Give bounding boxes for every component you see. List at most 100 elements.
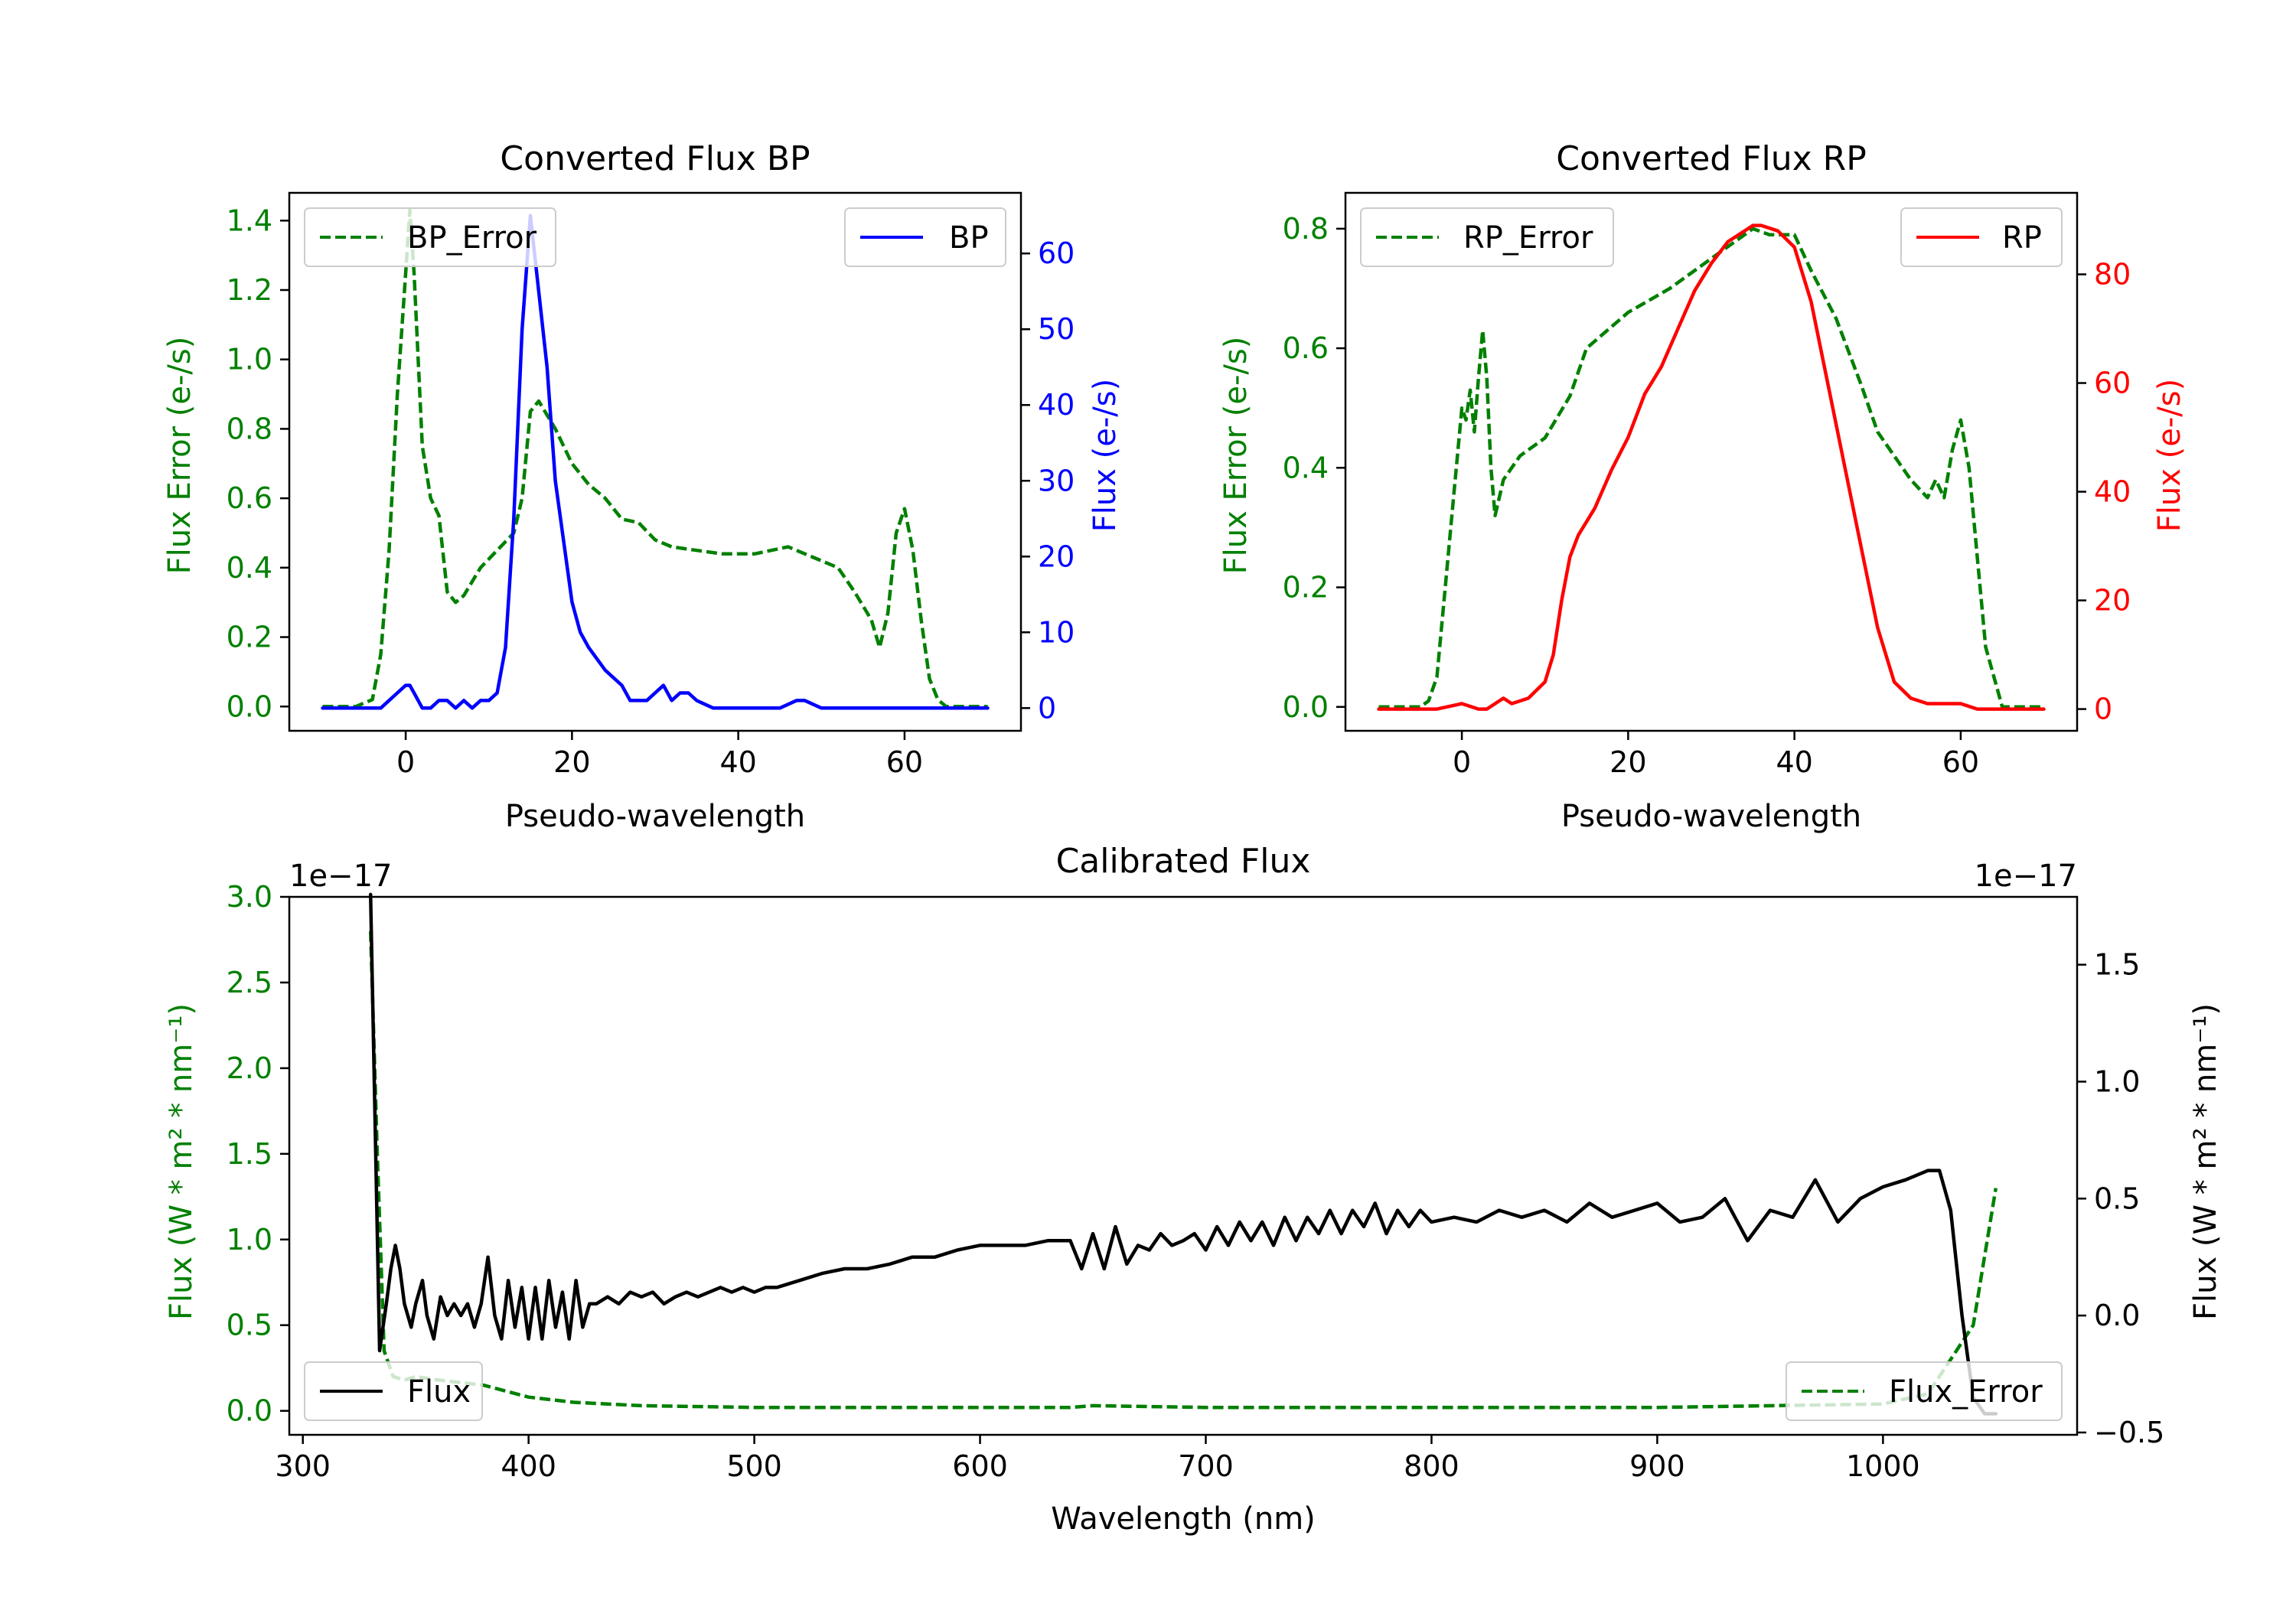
cal-x-tick-label: 1000: [1846, 1449, 1920, 1483]
cal-y-left-tick-label: 3.0: [227, 880, 272, 914]
cal-y-right-tick-label: 1.5: [2094, 948, 2140, 982]
cal-x-tick-label: 700: [1178, 1449, 1234, 1483]
bp-series-bp-error: [322, 208, 988, 709]
rp-y-right-tick-label: 20: [2094, 584, 2131, 618]
bp-y-right-tick-label: 30: [1038, 464, 1075, 497]
bp-x-tick-label: 20: [553, 745, 590, 779]
bp-legend-right-label: BP: [949, 220, 989, 256]
rp-y-left-tick-label: 0.0: [1283, 690, 1329, 724]
bp-y-left-tick-label: 1.4: [227, 204, 272, 237]
cal-y-left-tick-label: 1.5: [227, 1137, 272, 1171]
cal-xlabel: Wavelength (nm): [1051, 1501, 1316, 1537]
bp-series-bp: [321, 214, 990, 710]
cal-legend-left-label: Flux: [407, 1374, 471, 1410]
cal-title: Calibrated Flux: [1056, 842, 1311, 881]
rp-y-left-tick-label: 0.2: [1283, 571, 1329, 605]
cal-y-left-tick-label: 0.0: [227, 1394, 272, 1428]
bp-y-right-tick-label: 60: [1038, 236, 1075, 270]
bp-x-ticks: 0 20 40 60: [396, 731, 923, 779]
bp-title: Converted Flux BP: [500, 139, 810, 178]
cal-y-right-ticks: −0.5 0.0 0.5 1.0 1.5: [2077, 948, 2164, 1449]
cal-y-left-tick-label: 2.0: [227, 1051, 272, 1085]
bp-y-left-tick-label: 0.6: [227, 481, 272, 515]
rp-x-ticks: 0 20 40 60: [1453, 731, 1979, 779]
rp-y-left-ticks: 0.0 0.2 0.4 0.6 0.8: [1283, 212, 1345, 724]
cal-x-tick-label: 600: [952, 1449, 1008, 1483]
bp-y-left-tick-label: 0.8: [227, 412, 272, 445]
bp-y-right-tick-label: 0: [1038, 691, 1056, 725]
cal-y-left-ticks: 0.0 0.5 1.0 1.5 2.0 2.5 3.0: [227, 880, 289, 1428]
bp-legend-right: BP: [844, 207, 1006, 267]
rp-y-right-tick-label: 60: [2094, 367, 2131, 400]
cal-legend-right: Flux_Error: [1786, 1361, 2063, 1421]
rp-xlabel: Pseudo-wavelength: [1561, 799, 1861, 834]
cal-y-right-tick-label: 1.0: [2094, 1064, 2140, 1098]
rp-ylabel-left: Flux Error (e-/s): [1218, 337, 1254, 575]
rp-y-left-tick-label: 0.6: [1283, 331, 1329, 365]
cal-ylabel-left: Flux (W * m² * nm⁻¹): [164, 1003, 199, 1320]
bp-xlabel: Pseudo-wavelength: [505, 799, 805, 834]
bp-y-right-ticks: 0 10 20 30 40 50 60: [1021, 236, 1075, 725]
bp-x-tick-label: 40: [719, 745, 756, 779]
bp-y-left-tick-label: 0.0: [227, 689, 272, 723]
bp-ylabel-right: Flux (e-/s): [1088, 379, 1123, 532]
cal-ylabel-right: Flux (W * m² * nm⁻¹): [2188, 1003, 2223, 1320]
cal-axes-frame: [288, 895, 2079, 1436]
cal-x-ticks: 300 400 500 600 700 800 900 1000: [275, 1435, 1920, 1483]
rp-y-left-tick-label: 0.8: [1283, 212, 1329, 246]
rp-axes-frame: [1344, 191, 2079, 732]
panel-bp: Converted Flux BP Pseudo-wavelength Flux…: [162, 139, 1123, 834]
bp-axes-frame: [288, 191, 1022, 732]
cal-x-tick-label: 900: [1629, 1449, 1685, 1483]
bp-x-tick-label: 0: [396, 745, 415, 779]
rp-series: [1377, 223, 2046, 711]
cal-offset-left: 1e−17: [289, 859, 392, 894]
bp-y-right-tick-label: 40: [1038, 388, 1075, 422]
bp-ylabel-left: Flux Error (e-/s): [162, 337, 197, 575]
cal-y-right-tick-label: 0.0: [2094, 1299, 2140, 1332]
bp-y-left-tick-label: 1.2: [227, 273, 272, 307]
rp-x-tick-label: 20: [1609, 745, 1646, 779]
rp-x-tick-label: 40: [1776, 745, 1812, 779]
cal-y-left-tick-label: 2.5: [227, 966, 272, 999]
rp-legend-right: RP: [1900, 207, 2063, 267]
rp-legend-right-label: RP: [2002, 220, 2042, 256]
rp-y-left-tick-label: 0.4: [1283, 451, 1329, 484]
rp-title: Converted Flux RP: [1556, 139, 1867, 178]
bp-y-left-tick-label: 0.4: [227, 551, 272, 585]
rp-y-right-tick-label: 0: [2094, 693, 2112, 726]
rp-series-rp-error: [1378, 227, 2044, 709]
cal-series-flux: [368, 892, 1998, 1416]
bp-y-left-tick-label: 0.2: [227, 621, 272, 654]
cal-legend-left: Flux: [304, 1361, 483, 1421]
cal-offset-right: 1e−17: [1975, 859, 2077, 894]
bp-y-right-tick-label: 10: [1038, 615, 1075, 649]
rp-y-right-tick-label: 40: [2094, 475, 2131, 509]
bp-legend-left: BP_Error: [304, 207, 556, 267]
cal-y-left-tick-label: 1.0: [227, 1223, 272, 1257]
rp-series-rp: [1377, 223, 2046, 711]
cal-x-tick-label: 300: [275, 1449, 331, 1483]
cal-y-right-tick-label: 0.5: [2094, 1182, 2140, 1215]
cal-y-left-tick-label: 0.5: [227, 1309, 272, 1342]
bp-y-left-tick-label: 1.0: [227, 343, 272, 376]
cal-x-tick-label: 400: [501, 1449, 556, 1483]
bp-y-left-ticks: 0.0 0.2 0.4 0.6 0.8 1.0 1.2 1.4: [227, 204, 289, 723]
cal-legend-right-label: Flux_Error: [1889, 1374, 2043, 1410]
cal-x-tick-label: 800: [1404, 1449, 1459, 1483]
rp-x-tick-label: 0: [1453, 745, 1471, 779]
cal-y-right-tick-label: −0.5: [2094, 1416, 2164, 1449]
bp-y-right-tick-label: 20: [1038, 539, 1075, 573]
cal-x-tick-label: 500: [726, 1449, 782, 1483]
rp-y-right-ticks: 0 20 40 60 80: [2077, 258, 2131, 726]
panel-rp: Converted Flux RP Pseudo-wavelength Flux…: [1218, 139, 2187, 834]
rp-ylabel-right: Flux (e-/s): [2152, 379, 2187, 532]
bp-series: [321, 208, 990, 710]
panel-calibrated: Calibrated Flux Wavelength (nm) 1e−17 1e…: [164, 842, 2223, 1537]
rp-legend-left-label: RP_Error: [1463, 220, 1593, 256]
rp-legend-left: RP_Error: [1360, 207, 1614, 267]
rp-y-right-tick-label: 80: [2094, 258, 2131, 292]
bp-legend-left-label: BP_Error: [407, 220, 537, 256]
bp-x-tick-label: 60: [886, 745, 923, 779]
